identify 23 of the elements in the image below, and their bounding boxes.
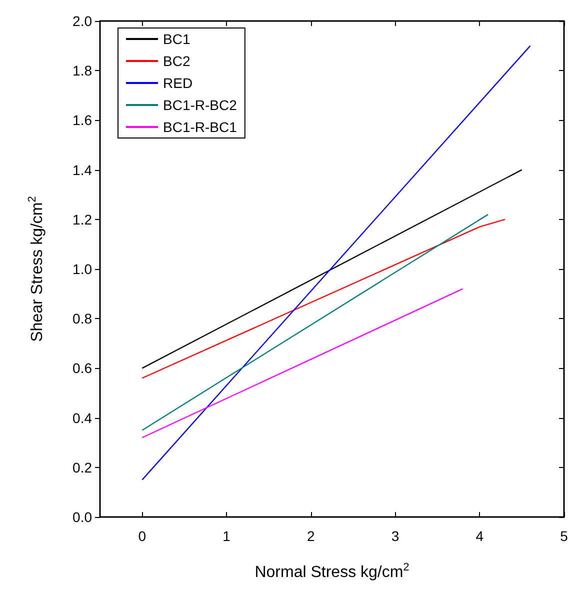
y-tick-label: 1.2 <box>72 211 92 228</box>
x-tick-label: 1 <box>222 528 231 544</box>
x-tick-label: 5 <box>560 528 568 544</box>
y-tick-label: 0.0 <box>72 509 92 525</box>
y-tick-label: 1.4 <box>72 162 92 178</box>
y-tick-label: 0.6 <box>72 360 92 376</box>
y-tick-label: 2.0 <box>72 13 92 29</box>
y-tick-label: 1.8 <box>72 62 92 79</box>
legend-label: BC1-R-BC2 <box>163 97 238 113</box>
x-tick-label: 0 <box>138 528 146 544</box>
legend-label: BC2 <box>163 53 190 69</box>
y-tick-label: 1.0 <box>72 261 92 277</box>
legend-label: BC1 <box>163 31 190 47</box>
y-axis-title: Shear Stress kg/cm2 <box>26 196 46 342</box>
x-tick-label: 4 <box>476 528 484 544</box>
x-tick-label: 3 <box>391 528 400 544</box>
y-tick-label: 0.2 <box>72 459 92 476</box>
legend-label: BC1-R-BC1 <box>163 119 238 135</box>
legend-label: RED <box>163 75 193 91</box>
y-tick-label: 1.6 <box>72 112 92 128</box>
y-tick-label: 0.4 <box>72 410 92 426</box>
y-tick-label: 0.8 <box>72 310 92 327</box>
x-tick-label: 2 <box>307 528 316 544</box>
